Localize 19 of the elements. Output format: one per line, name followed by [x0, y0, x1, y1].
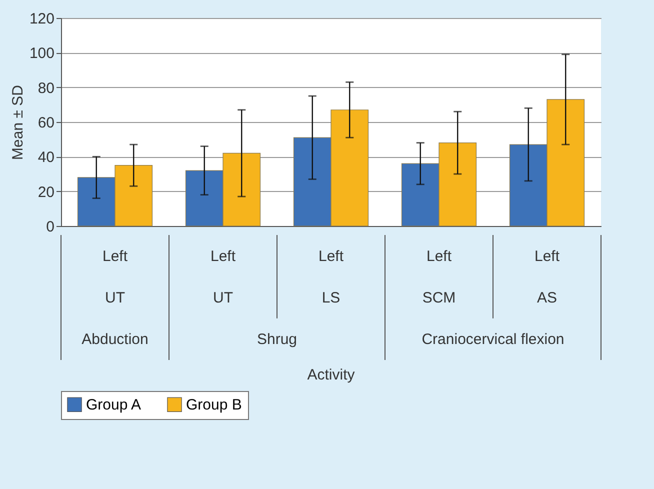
text: Activity — [307, 366, 356, 384]
text: Shrug — [256, 331, 298, 348]
legend-label: Group A — [86, 396, 142, 414]
y-tick-label: 0 — [46, 218, 54, 236]
y-tick-label: 40 — [38, 149, 54, 166]
y-tick-label: 120 — [29, 10, 54, 28]
category-label: Left SCM — [422, 248, 456, 306]
text: Abduction — [82, 331, 148, 348]
y-tick-label: 20 — [38, 184, 54, 201]
category-label: Left AS — [534, 248, 560, 306]
y-axis-title: Mean ± SD — [9, 84, 26, 160]
text: Craniocervical flexion — [422, 331, 564, 348]
category-label: Left UT — [210, 248, 236, 306]
y-tick-label: 100 — [29, 45, 54, 62]
category-label: Left LS — [318, 248, 344, 306]
y-tick-label: 60 — [38, 114, 54, 132]
y-tick-label: 80 — [38, 80, 54, 97]
category-label: Left UT — [102, 248, 128, 306]
legend-label: Group B — [186, 396, 242, 414]
